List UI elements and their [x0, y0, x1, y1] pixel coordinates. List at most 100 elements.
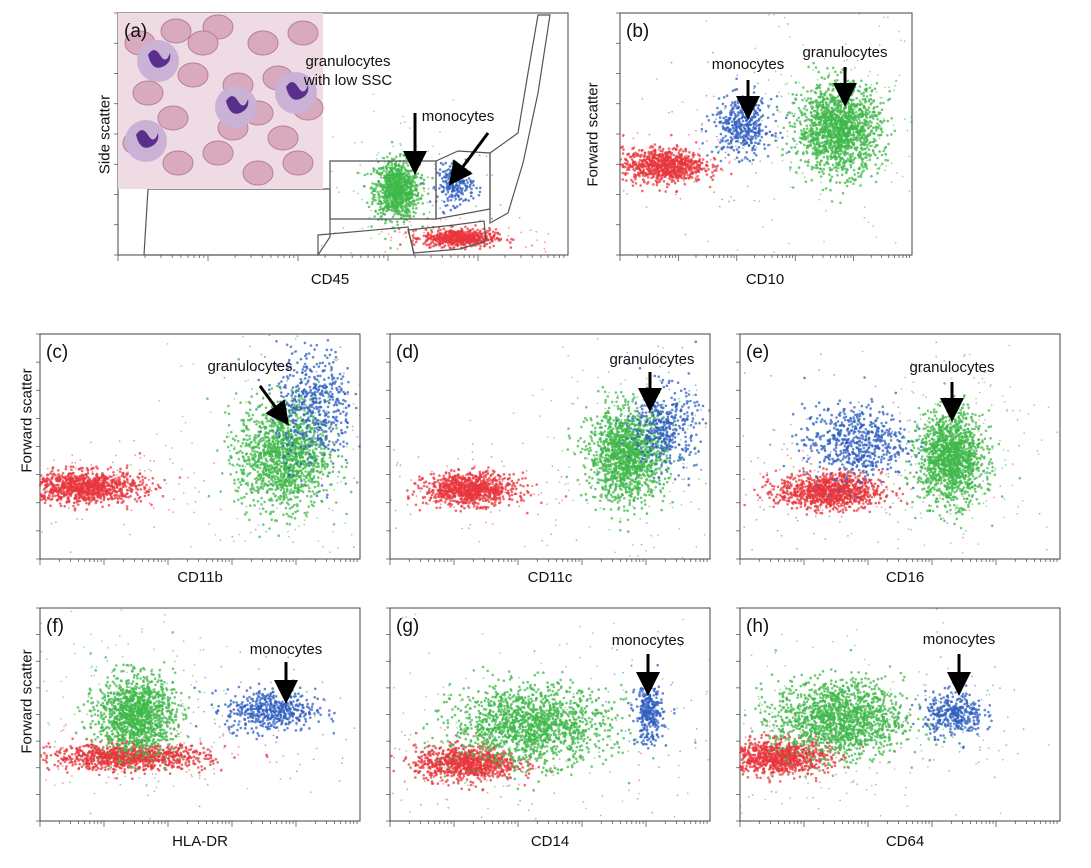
panel-a-point: [420, 182, 424, 185]
panel-b-point: [820, 181, 822, 184]
panel-b-point: [621, 152, 625, 155]
panel-a-point: [477, 231, 481, 234]
panel-b-point: [848, 81, 852, 85]
panel-b-point: [755, 146, 758, 149]
panel-a-point: [411, 200, 414, 203]
panel-a-point: [494, 231, 497, 235]
panel-b-point: [766, 104, 769, 106]
panel-b-point: [804, 137, 807, 140]
panel-b-point: [676, 164, 679, 167]
panel-b-point: [672, 153, 675, 157]
panel-b-point: [722, 96, 726, 99]
panel-b-point: [754, 47, 757, 50]
panel-b-point: [882, 119, 886, 123]
panel-b-point: [793, 130, 797, 133]
panel-b-point: [772, 113, 775, 116]
panel-a-point: [408, 171, 411, 174]
panel-b-point: [868, 86, 872, 89]
panel-b-point: [868, 158, 872, 162]
panel-b-point: [893, 129, 897, 133]
panel-a-point: [413, 181, 417, 184]
panel-a-point: [379, 200, 383, 204]
panel-b-point: [869, 153, 872, 157]
panel-a-point: [412, 210, 415, 214]
panel-a-point: [352, 190, 355, 193]
panel-a-point: [383, 183, 385, 186]
panel-a-point: [436, 235, 440, 238]
panel-b-point: [767, 143, 770, 147]
panel-b-point: [875, 90, 878, 93]
panel-a-point: [463, 243, 466, 247]
panel-b-point: [741, 119, 745, 123]
panel-b-point: [855, 97, 858, 100]
panel-b-point: [865, 90, 868, 93]
panel-b-point: [733, 88, 737, 92]
panel-a-point: [403, 223, 406, 226]
panel-a-point: [390, 163, 394, 166]
panel-a-point: [449, 178, 453, 182]
panel-b-point: [874, 180, 878, 184]
panel-b-point: [798, 81, 800, 84]
red-blood-cell: [162, 150, 194, 176]
panel-a-point: [386, 155, 389, 159]
panel-a-point: [415, 207, 417, 210]
panel-b-point: [804, 130, 807, 134]
panel-b-point: [753, 151, 756, 155]
panel-a-point: [442, 200, 446, 204]
panel-b-point: [810, 114, 814, 118]
panel-b-point: [805, 127, 809, 131]
panel-b-point: [736, 137, 740, 140]
panel-b-point: [802, 152, 805, 156]
panel-a-point: [472, 197, 475, 200]
panel-b-point: [652, 158, 654, 161]
panel-b-point: [793, 112, 796, 115]
panel-b-point: [839, 152, 843, 156]
panel-a-point: [370, 186, 372, 188]
panel-b-point: [735, 156, 739, 159]
panel-b-point: [829, 138, 832, 142]
panel-a-point: [525, 246, 527, 249]
panel-b-point: [860, 79, 863, 83]
panel-b-point: [807, 134, 810, 138]
panel-a-point: [399, 152, 402, 156]
panel-b-point: [802, 129, 805, 132]
panel-a-point: [330, 170, 333, 173]
panel-b-point: [639, 184, 642, 187]
panel-a-point: [416, 172, 420, 175]
panel-b-point: [862, 169, 865, 172]
panel-b-point: [794, 97, 797, 100]
panel-b-point: [737, 121, 741, 125]
panel-b-point: [712, 51, 714, 54]
panel-b-point: [876, 171, 879, 175]
panel-b-point: [873, 87, 877, 91]
panel-b-point: [708, 185, 712, 189]
panel-a-point: [464, 225, 467, 229]
panel-a-point: [426, 201, 429, 204]
panel-b-point: [700, 124, 703, 126]
panel-a-point: [507, 240, 510, 243]
panel-b-point: [860, 152, 863, 154]
panel-b-point: [665, 169, 669, 173]
panel-b-point: [845, 171, 848, 175]
panel-b-point: [859, 143, 863, 147]
panel-b-point: [726, 139, 730, 142]
panel-a-point: [382, 212, 385, 215]
panel-b-point: [861, 110, 864, 113]
panel-a-point: [394, 196, 397, 199]
panel-b-point: [841, 191, 845, 195]
panel-a-point: [394, 206, 398, 210]
panel-b-point: [782, 126, 785, 130]
panel-b-point: [754, 137, 758, 140]
panel-b-point: [754, 105, 756, 107]
panel-b-point: [723, 126, 726, 130]
panel-a-point: [442, 233, 446, 237]
panel-b-point: [822, 122, 825, 126]
panel-b-point: [757, 124, 759, 127]
panel-b-point: [685, 163, 689, 167]
panel-b-point: [769, 104, 771, 107]
panel-b-point: [863, 143, 867, 146]
panel-a-point: [370, 225, 373, 228]
panel-b-point: [823, 77, 826, 80]
panel-b-point: [821, 95, 825, 99]
panel-b-point: [755, 111, 758, 115]
